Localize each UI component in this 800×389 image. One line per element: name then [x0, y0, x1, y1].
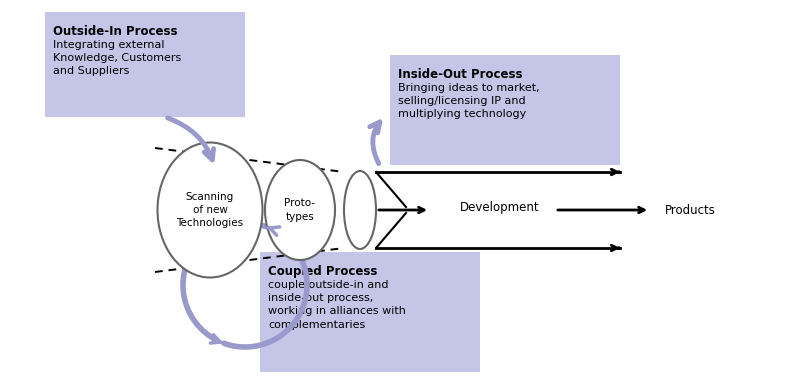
- Ellipse shape: [265, 160, 335, 260]
- Text: Bringing ideas to market,
selling/licensing IP and
multiplying technology: Bringing ideas to market, selling/licens…: [398, 83, 540, 119]
- Text: Outside-In Process: Outside-In Process: [53, 25, 178, 38]
- Text: Coupled Process: Coupled Process: [268, 265, 378, 278]
- Ellipse shape: [158, 142, 262, 277]
- Text: Scanning
of new
Technologies: Scanning of new Technologies: [177, 192, 243, 228]
- FancyBboxPatch shape: [260, 252, 480, 372]
- Ellipse shape: [344, 171, 376, 249]
- FancyBboxPatch shape: [45, 12, 245, 117]
- Text: Integrating external
Knowledge, Customers
and Suppliers: Integrating external Knowledge, Customer…: [53, 40, 182, 76]
- Text: Proto-
types: Proto- types: [285, 198, 315, 222]
- FancyBboxPatch shape: [390, 55, 620, 165]
- Text: couple outside-in and
inside-out process,
working in alliances with
complementar: couple outside-in and inside-out process…: [268, 280, 406, 329]
- Text: Inside-Out Process: Inside-Out Process: [398, 68, 522, 81]
- Text: Development: Development: [460, 202, 540, 214]
- Text: Products: Products: [665, 203, 716, 217]
